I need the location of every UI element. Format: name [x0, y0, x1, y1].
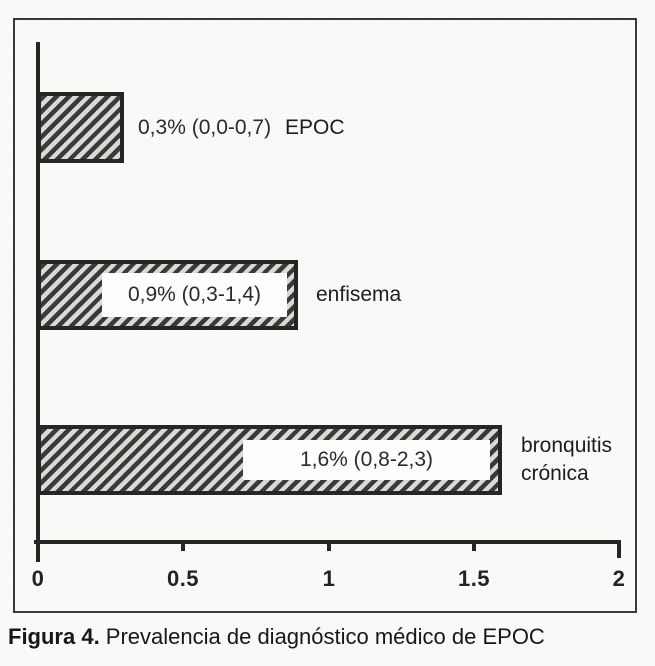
- category-label-enfisema: enfisema: [316, 283, 402, 306]
- x-tick-1: [327, 540, 331, 551]
- x-tick-1.5: [472, 540, 476, 551]
- category-label-bronquitis-cr-nica: bronquitis crónica: [521, 434, 613, 485]
- caption-label: Figura 4.: [8, 624, 100, 649]
- bar-epoc: [37, 92, 124, 163]
- chart-frame: [13, 18, 637, 613]
- bar-value-label-bronquitis-cr-nica: 1,6% (0,8-2,3): [243, 440, 490, 480]
- caption-text: Prevalencia de diagnóstico médico de EPO…: [99, 624, 545, 649]
- x-tick-2: [617, 540, 621, 558]
- bar-value-label-epoc: 0,3% (0,0-0,7): [138, 116, 272, 139]
- x-tick-label-2: 2: [612, 566, 626, 591]
- x-tick-label-0.5: 0.5: [166, 566, 200, 591]
- bar-value-label-enfisema: 0,9% (0,3-1,4): [102, 273, 287, 317]
- x-tick-label-1: 1: [322, 566, 336, 591]
- x-tick-0: [36, 540, 40, 558]
- x-tick-label-1.5: 1.5: [457, 566, 491, 591]
- category-label-epoc: EPOC: [285, 116, 345, 139]
- figure-caption: Figura 4. Prevalencia de diagnóstico méd…: [8, 624, 545, 650]
- x-tick-0.5: [181, 540, 185, 551]
- x-tick-label-0: 0: [31, 566, 45, 591]
